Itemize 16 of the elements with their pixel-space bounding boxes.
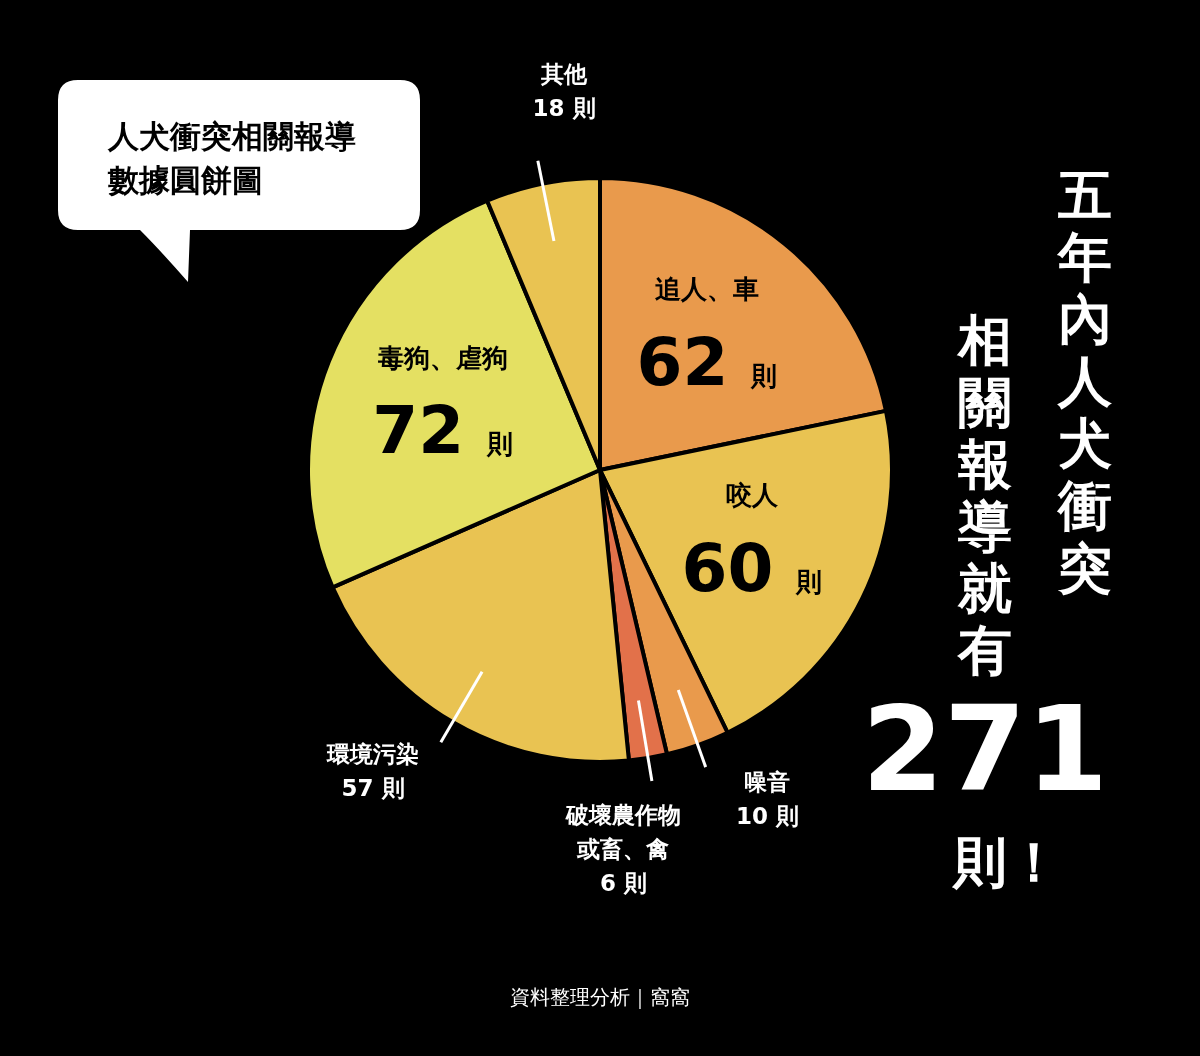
slice-label: 毒狗、虐狗: [376, 342, 508, 373]
data-label: 72 則: [372, 392, 514, 470]
data-label: 18 則: [532, 94, 596, 121]
data-label: 10 則: [735, 802, 799, 829]
slice-label: 其他: [540, 60, 589, 87]
slice-label: 環境污染: [326, 740, 420, 767]
data-label: 62 則: [636, 323, 778, 401]
text: 資料整理分析｜窩窩: [510, 984, 690, 1009]
data-label: 57 則: [341, 774, 405, 801]
slice-label: 破壞農作物或畜、禽: [564, 801, 681, 862]
data-label: 6 則: [599, 869, 647, 896]
data-label: 60 則: [681, 529, 823, 607]
slice-label: 追人、車: [654, 274, 759, 305]
slice-label: 咬人: [725, 480, 779, 511]
text: 人犬衝突相關報導數據圓餅圖: [107, 117, 356, 198]
slice-label: 噪音: [744, 768, 791, 795]
